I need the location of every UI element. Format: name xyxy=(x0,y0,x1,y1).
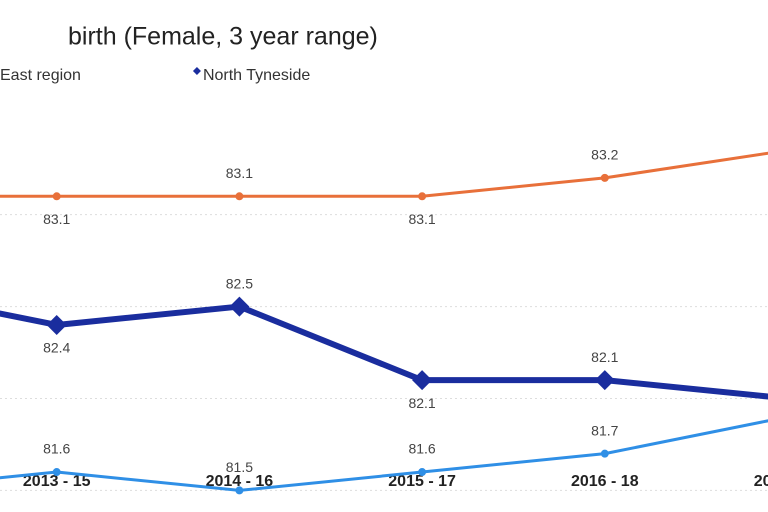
data-label: 81.6 xyxy=(43,441,70,457)
series-line xyxy=(0,303,768,400)
point xyxy=(418,192,427,201)
point xyxy=(412,370,433,391)
data-label: 83.2 xyxy=(591,147,618,163)
data-label: 81.5 xyxy=(226,459,253,475)
data-label: 82.5 xyxy=(226,275,253,291)
point xyxy=(235,192,244,201)
legend-label: North Tyneside xyxy=(203,67,310,84)
series-line xyxy=(0,151,768,198)
point xyxy=(600,449,609,458)
data-label: 83.1 xyxy=(43,211,70,227)
data-label: 81.7 xyxy=(591,422,618,438)
data-label: 83.1 xyxy=(408,211,435,227)
data-label: 81.6 xyxy=(408,441,435,457)
point xyxy=(229,296,250,317)
data-label: 82.1 xyxy=(408,395,435,411)
point xyxy=(46,314,67,335)
x-tick-label: 2016 - 18 xyxy=(571,473,639,490)
point xyxy=(52,468,61,477)
legend-marker xyxy=(192,67,201,75)
point xyxy=(594,370,615,391)
point xyxy=(600,173,609,182)
x-tick-label: 2013 - 15 xyxy=(23,473,91,490)
x-tick-label: 2014 - 16 xyxy=(206,473,274,490)
x-tick-label: 2017 - 19 xyxy=(754,473,768,490)
data-label: 82.4 xyxy=(43,340,70,356)
data-label: 83.1 xyxy=(226,165,253,181)
point xyxy=(52,192,61,201)
chart-title: birth (Female, 3 year range) xyxy=(68,23,378,51)
legend-label: East region xyxy=(0,67,81,84)
point xyxy=(418,468,427,477)
point xyxy=(235,486,244,495)
x-tick-label: 2015 - 17 xyxy=(388,473,456,490)
data-label: 82.1 xyxy=(591,349,618,365)
series-line xyxy=(0,419,768,492)
